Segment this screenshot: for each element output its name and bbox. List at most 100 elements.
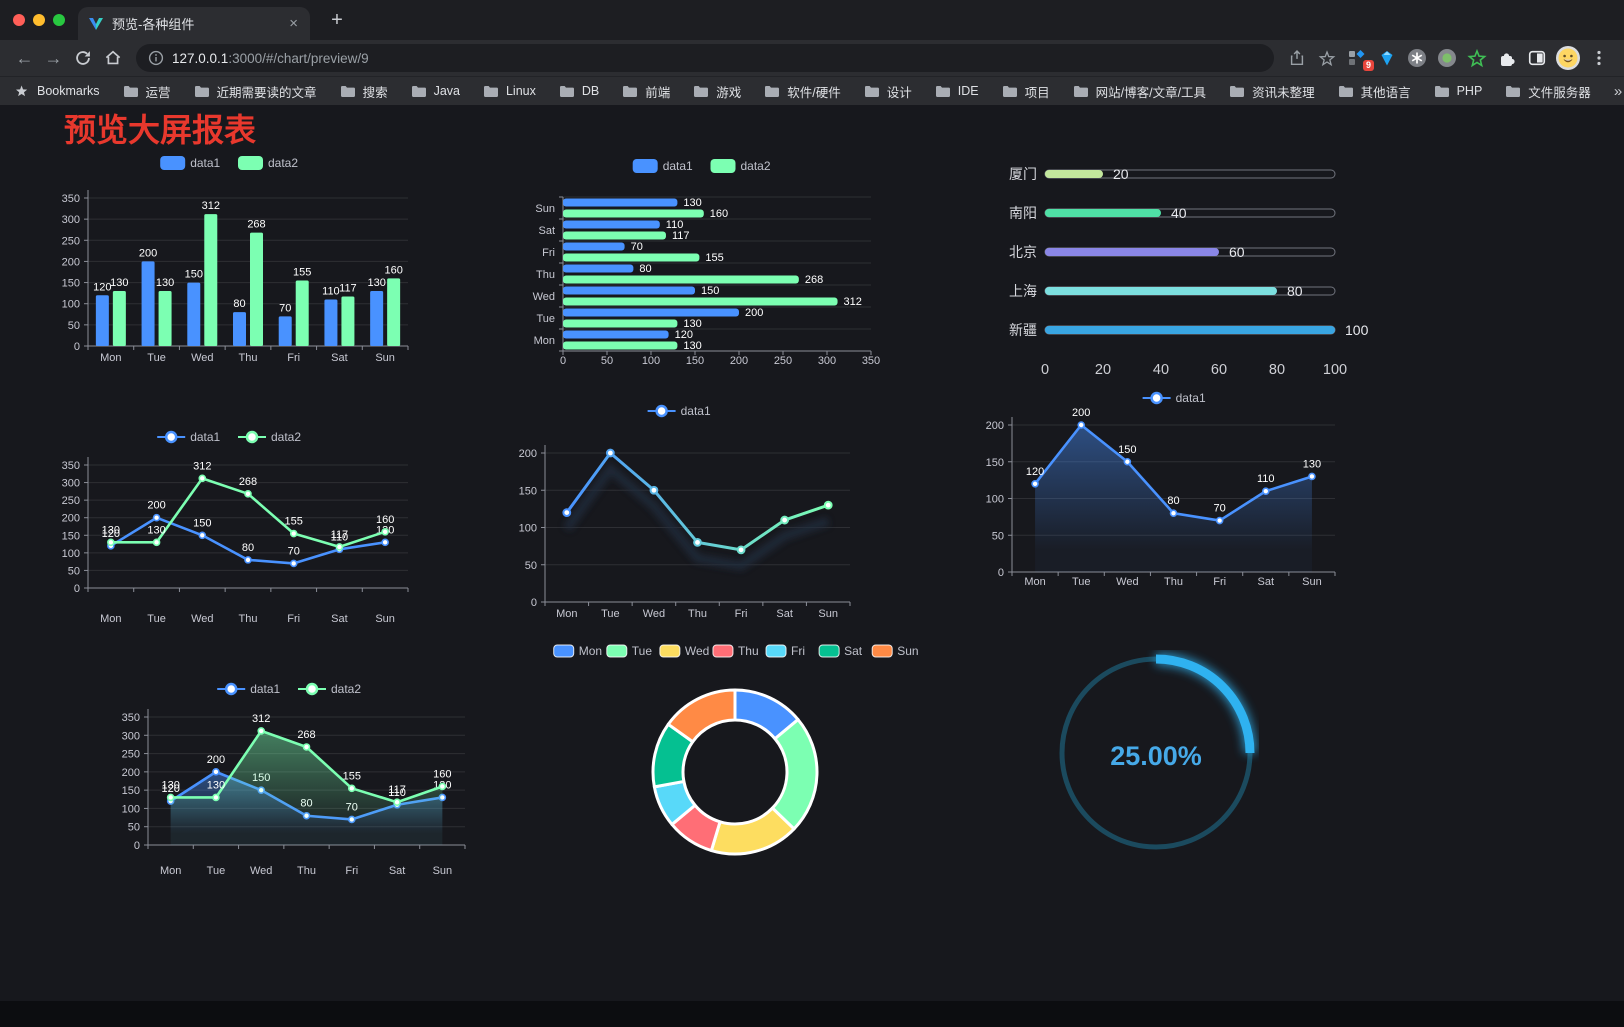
- svg-text:250: 250: [62, 495, 80, 507]
- svg-text:110: 110: [1257, 473, 1275, 485]
- bookmark-label: 文件服务器: [1528, 85, 1591, 100]
- address-bar[interactable]: 127.0.0.1:3000/#/chart/preview/9: [136, 44, 1274, 72]
- share-button[interactable]: [1282, 49, 1312, 67]
- browser-toolbar: ← → 127.0.0.1:3000/#/chart/preview/9: [0, 40, 1624, 76]
- bookmark-folder[interactable]: 设计: [864, 82, 912, 101]
- bookmark-folder[interactable]: IDE: [935, 84, 979, 98]
- bookmark-folder[interactable]: 软件/硬件: [764, 82, 841, 101]
- chart-line-two-series: data1 data2 0 50 100 150 200 250 300 350 Mon Tue Wed…: [40, 425, 420, 645]
- bookmark-folder[interactable]: Linux: [483, 84, 536, 98]
- browser-tab[interactable]: 预览-各种组件 ×: [78, 7, 310, 40]
- svg-text:Sun: Sun: [375, 613, 395, 625]
- svg-text:data1: data1: [190, 430, 220, 444]
- bookmark-folder[interactable]: DB: [559, 84, 599, 98]
- bookmark-folder[interactable]: 文件服务器: [1505, 82, 1591, 101]
- bookmark-star-button[interactable]: [1312, 49, 1342, 68]
- bookmarks-bar: Bookmarks 运营 近期需要读的文章 搜索 Java: [0, 76, 1624, 105]
- svg-text:200: 200: [986, 420, 1004, 432]
- bookmark-label: Linux: [505, 84, 536, 98]
- side-panel-button[interactable]: [1522, 48, 1552, 68]
- bookmarks-star-icon: [15, 85, 28, 97]
- bookmark-folder[interactable]: Java: [411, 84, 460, 98]
- svg-text:300: 300: [818, 355, 836, 367]
- zoom-window-button[interactable]: [53, 14, 65, 26]
- bookmark-folder[interactable]: 搜索: [340, 82, 388, 101]
- bookmark-folder[interactable]: 其他语言: [1338, 82, 1411, 101]
- bookmark-folder[interactable]: 网站/博客/文章/工具: [1073, 82, 1206, 101]
- extension-command-button[interactable]: [1402, 47, 1432, 69]
- chart-grouped-bar: data1 data2 0 50 100 150 200 250 300 350 Mon Tue Wed…: [40, 150, 420, 375]
- minimize-window-button[interactable]: [33, 14, 45, 26]
- extension-star-button[interactable]: [1462, 48, 1492, 69]
- puzzle-icon: [1501, 53, 1515, 66]
- svg-text:268: 268: [239, 476, 257, 488]
- svg-text:200: 200: [122, 767, 140, 779]
- browser-menu-button[interactable]: [1584, 49, 1614, 67]
- profile-avatar[interactable]: [1552, 45, 1584, 71]
- svg-text:50: 50: [68, 320, 80, 332]
- folder-icon: [340, 85, 355, 97]
- close-window-button[interactable]: [13, 14, 25, 26]
- side-panel-icon: [1528, 50, 1546, 66]
- bookmark-folder[interactable]: 游戏: [693, 82, 741, 101]
- folder-icon: [559, 85, 574, 97]
- svg-text:160: 160: [710, 208, 728, 220]
- extension-dot-button[interactable]: [1432, 47, 1462, 69]
- bookmark-folder[interactable]: 近期需要读的文章: [194, 82, 317, 101]
- bookmark-folder[interactable]: PHP: [1434, 84, 1482, 98]
- bookmarks-overflow-button[interactable]: »: [1613, 82, 1623, 100]
- home-button[interactable]: [98, 48, 128, 68]
- tab-title: 预览-各种组件: [112, 17, 195, 32]
- bookmark-folder[interactable]: 项目: [1002, 82, 1050, 101]
- svg-text:50: 50: [992, 530, 1004, 542]
- svg-text:Mon: Mon: [534, 335, 555, 347]
- svg-text:Sat: Sat: [538, 225, 555, 237]
- svg-text:150: 150: [701, 285, 719, 297]
- tab-close-button[interactable]: ×: [289, 15, 298, 32]
- svg-text:200: 200: [62, 513, 80, 525]
- chart-canvas: data1 data2 0 50 100 150 200 250 300 350 Mon Tue Wed…: [62, 156, 409, 364]
- new-tab-button[interactable]: +: [331, 9, 343, 31]
- svg-text:Sat: Sat: [776, 608, 793, 620]
- svg-text:117: 117: [331, 529, 349, 541]
- bookmark-label: IDE: [957, 84, 979, 98]
- extensions-puzzle-button[interactable]: [1492, 48, 1522, 68]
- svg-text:268: 268: [297, 729, 315, 741]
- svg-text:130: 130: [147, 524, 165, 536]
- svg-text:Thu: Thu: [536, 269, 555, 281]
- extension-grid-button[interactable]: 9: [1342, 48, 1374, 71]
- extension-gem-button[interactable]: [1372, 48, 1402, 68]
- svg-text:60: 60: [1211, 362, 1227, 378]
- svg-text:110: 110: [322, 285, 340, 297]
- svg-text:200: 200: [1072, 407, 1090, 419]
- reload-button[interactable]: [68, 48, 98, 68]
- bookmark-folder[interactable]: 前端: [622, 82, 670, 101]
- svg-text:50: 50: [525, 560, 537, 572]
- reload-icon: [76, 51, 90, 65]
- back-button[interactable]: ←: [15, 47, 34, 68]
- svg-text:data1: data1: [681, 404, 711, 418]
- svg-text:120: 120: [1026, 466, 1044, 478]
- folder-icon: [123, 85, 138, 97]
- forward-button[interactable]: →: [44, 47, 63, 68]
- svg-text:312: 312: [252, 713, 270, 725]
- svg-text:Tue: Tue: [536, 313, 555, 325]
- window-controls: [13, 14, 65, 26]
- svg-text:Thu: Thu: [688, 608, 707, 620]
- bookmarks-manager[interactable]: Bookmarks: [14, 83, 100, 99]
- svg-text:50: 50: [601, 355, 613, 367]
- svg-text:312: 312: [193, 460, 211, 472]
- svg-text:Wed: Wed: [250, 865, 272, 877]
- folder-icon: [411, 85, 426, 97]
- svg-text:300: 300: [62, 478, 80, 490]
- svg-text:Wed: Wed: [191, 352, 213, 364]
- svg-text:0: 0: [74, 583, 80, 595]
- svg-text:Tue: Tue: [601, 608, 620, 620]
- chart-donut: Mon Tue Wed Thu Fri Sat Sun: [545, 635, 925, 890]
- extension-badge: 9: [1362, 60, 1374, 71]
- avatar-emoji-icon: [1556, 46, 1580, 70]
- bookmark-folder[interactable]: 运营: [123, 82, 171, 101]
- page-title: 预览大屏报表: [64, 112, 257, 148]
- green-star-icon: [1466, 48, 1487, 67]
- bookmark-folder[interactable]: 资讯未整理: [1229, 82, 1315, 101]
